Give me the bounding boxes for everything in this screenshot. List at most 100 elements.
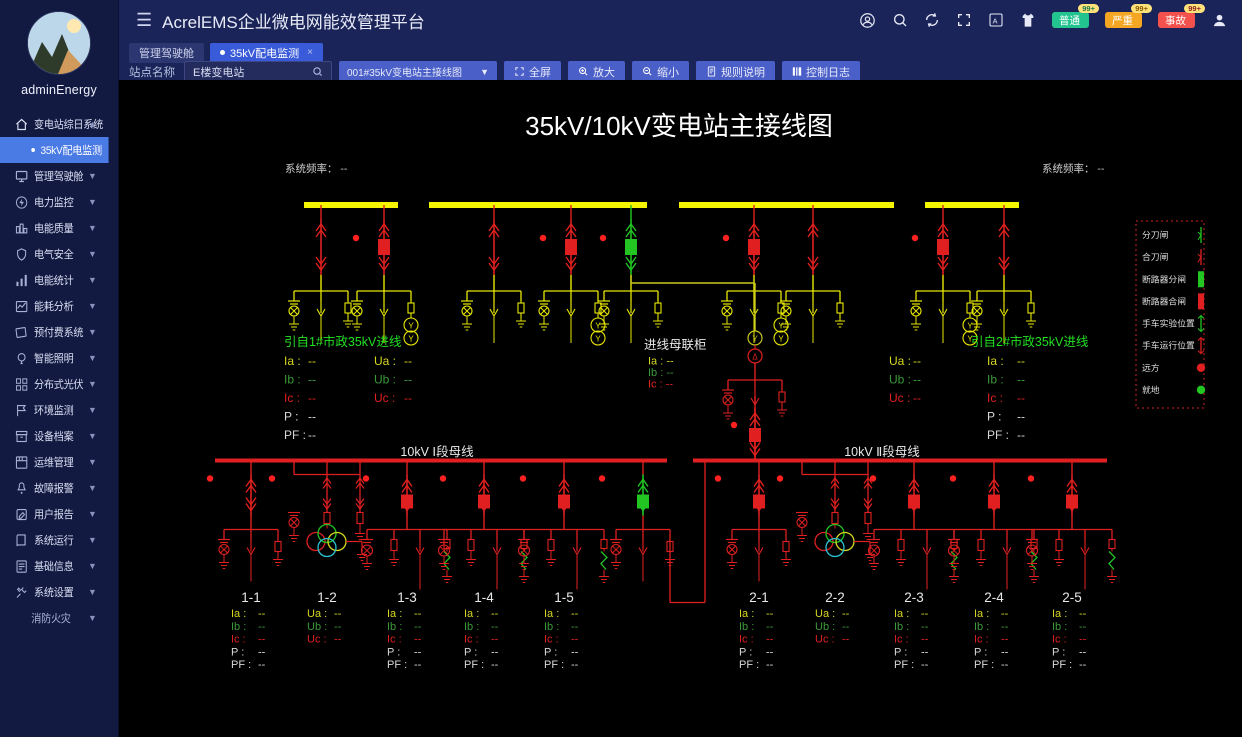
svg-text:Y: Y: [778, 335, 784, 344]
svg-text:--: --: [766, 608, 774, 620]
svg-text:Ub :: Ub :: [307, 621, 327, 633]
svg-text:PF :: PF :: [974, 659, 994, 671]
svg-text:P :: P :: [464, 646, 477, 658]
svg-text:--: --: [842, 634, 850, 646]
svg-text:--: --: [1001, 621, 1009, 633]
svg-text:Ic :: Ic :: [387, 634, 402, 646]
svg-text:10kV Ⅰ段母线: 10kV Ⅰ段母线: [400, 444, 474, 459]
svg-text:--: --: [571, 646, 579, 658]
svg-text:P :: P :: [1052, 646, 1065, 658]
svg-text:--: --: [414, 659, 422, 671]
svg-text:Ic :: Ic :: [1052, 634, 1067, 646]
svg-text:--: --: [308, 373, 316, 387]
svg-text:Ia :: Ia :: [387, 608, 402, 620]
svg-text:--: --: [491, 646, 499, 658]
svg-text:系统频率： --: 系统频率： --: [285, 162, 348, 175]
svg-text:远方: 远方: [1142, 362, 1160, 373]
svg-text:--: --: [913, 373, 921, 387]
svg-text:Ua :: Ua :: [815, 608, 835, 620]
svg-text:Ia :: Ia :: [544, 608, 559, 620]
svg-text:Ib :: Ib :: [739, 621, 754, 633]
svg-text:--: --: [334, 608, 342, 620]
svg-text:2-3: 2-3: [904, 590, 924, 605]
svg-text:Ua :: Ua :: [889, 354, 911, 368]
svg-text:--: --: [404, 373, 412, 387]
svg-text:1-1: 1-1: [241, 590, 261, 605]
svg-text:1-2: 1-2: [317, 590, 337, 605]
svg-text:--: --: [308, 410, 316, 424]
svg-text:合刀闸: 合刀闸: [1142, 251, 1168, 262]
svg-text:--: --: [913, 391, 921, 405]
svg-text:--: --: [571, 634, 579, 646]
svg-text:Ic :: Ic :: [284, 391, 300, 405]
svg-text:2-5: 2-5: [1062, 590, 1082, 605]
svg-text:P :: P :: [974, 646, 987, 658]
svg-text:--: --: [258, 621, 266, 633]
svg-text:--: --: [1017, 410, 1025, 424]
svg-text:PF :: PF :: [544, 659, 564, 671]
svg-text:--: --: [766, 659, 774, 671]
svg-text:Y: Y: [408, 322, 414, 331]
svg-text:--: --: [1001, 634, 1009, 646]
svg-text:--: --: [1079, 621, 1087, 633]
svg-text:Ia :: Ia :: [894, 608, 909, 620]
svg-text:就地: 就地: [1142, 384, 1160, 395]
svg-text:Ib :: Ib :: [894, 621, 909, 633]
svg-text:A: A: [993, 16, 998, 25]
svg-text:--: --: [1079, 646, 1087, 658]
svg-text:Ic :: Ic :: [974, 634, 989, 646]
svg-text:--: --: [1001, 659, 1009, 671]
svg-text:Ib :: Ib :: [1052, 621, 1067, 633]
svg-text:Ic :: Ic :: [464, 634, 479, 646]
svg-text:Ia :: Ia :: [464, 608, 479, 620]
svg-text:Y: Y: [778, 322, 784, 331]
svg-text:--: --: [1079, 608, 1087, 620]
svg-text:引自2#市政35kV进线: 引自2#市政35kV进线: [971, 334, 1089, 349]
svg-text:Ub :: Ub :: [815, 621, 835, 633]
svg-text:--: --: [842, 621, 850, 633]
svg-text:P :: P :: [739, 646, 752, 658]
svg-text:P :: P :: [387, 646, 400, 658]
svg-text:Ub :: Ub :: [889, 373, 911, 387]
svg-text:--: --: [334, 621, 342, 633]
svg-text:--: --: [1017, 391, 1025, 405]
svg-text:Ua :: Ua :: [307, 608, 327, 620]
svg-text:Ic :: Ic :: [987, 391, 1003, 405]
svg-text:--: --: [491, 659, 499, 671]
svg-text:Y: Y: [595, 335, 601, 344]
svg-text:进线母联柜: 进线母联柜: [644, 338, 707, 352]
svg-text:--: --: [1017, 373, 1025, 387]
svg-text:--: --: [1079, 659, 1087, 671]
svg-text:Ia :: Ia :: [739, 608, 754, 620]
svg-text:P :: P :: [284, 410, 298, 424]
svg-text:Ib :: Ib :: [987, 373, 1004, 387]
svg-text:--: --: [414, 621, 422, 633]
svg-text:Uc :: Uc :: [374, 391, 395, 405]
svg-text:35kV/10kV变电站主接线图: 35kV/10kV变电站主接线图: [525, 111, 833, 141]
svg-text:1-4: 1-4: [474, 590, 494, 605]
svg-text:--: --: [1079, 634, 1087, 646]
svg-text:Uc :: Uc :: [889, 391, 910, 405]
svg-text:Ua :: Ua :: [374, 354, 396, 368]
svg-text:--: --: [414, 608, 422, 620]
svg-text:PF :: PF :: [739, 659, 759, 671]
svg-text:Ib :: Ib :: [974, 621, 989, 633]
svg-text:--: --: [1017, 354, 1025, 368]
svg-text:--: --: [842, 608, 850, 620]
svg-text:PF :: PF :: [894, 659, 914, 671]
svg-text:手车实验位置: 手车实验位置: [1142, 318, 1195, 329]
svg-text:P :: P :: [987, 410, 1001, 424]
svg-text:--: --: [921, 659, 929, 671]
svg-text:Uc :: Uc :: [815, 634, 835, 646]
svg-text:--: --: [404, 391, 412, 405]
svg-text:--: --: [1017, 428, 1025, 442]
svg-text:PF :: PF :: [987, 428, 1009, 442]
svg-text:PF :: PF :: [284, 428, 306, 442]
svg-text:分刀闸: 分刀闸: [1142, 230, 1168, 240]
svg-text:--: --: [308, 391, 316, 405]
svg-text:--: --: [766, 621, 774, 633]
svg-text:Ia :: Ia :: [231, 608, 246, 620]
svg-text:--: --: [258, 646, 266, 658]
svg-text:手车运行位置: 手车运行位置: [1142, 340, 1195, 351]
svg-text:Ib : --: Ib : --: [648, 367, 674, 379]
